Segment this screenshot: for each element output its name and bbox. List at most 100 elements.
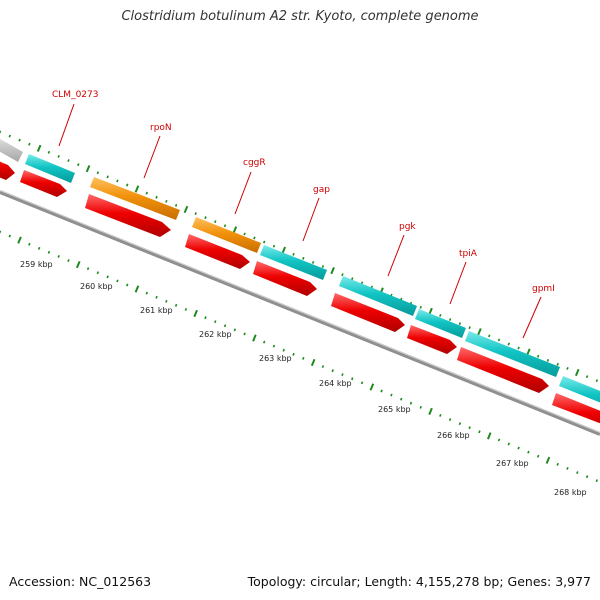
minor-tick bbox=[223, 224, 227, 228]
minor-tick bbox=[116, 279, 119, 283]
gene-label-rpon: rpoN bbox=[150, 123, 172, 133]
minor-tick bbox=[214, 320, 217, 324]
minor-tick bbox=[194, 212, 197, 216]
minor-tick bbox=[556, 462, 559, 466]
major-tick bbox=[545, 456, 551, 464]
scale-label: 260 kbp bbox=[80, 282, 113, 291]
gene-arrow-pgk bbox=[331, 293, 405, 332]
major-tick bbox=[486, 432, 492, 440]
minor-tick bbox=[145, 191, 149, 195]
gene-label-clm-0273: CLM_0273 bbox=[52, 90, 98, 100]
minor-tick bbox=[468, 326, 471, 330]
minor-tick bbox=[28, 242, 31, 246]
minor-tick bbox=[360, 381, 364, 385]
leader-gpmi bbox=[522, 296, 542, 339]
minor-tick bbox=[272, 344, 276, 348]
gene-arrow-gap bbox=[253, 261, 317, 296]
minor-tick bbox=[67, 259, 70, 263]
minor-tick bbox=[536, 354, 540, 358]
gene-label-gpmi: gpmI bbox=[532, 284, 555, 294]
minor-tick bbox=[527, 450, 530, 454]
minor-tick bbox=[478, 430, 481, 434]
minor-tick bbox=[272, 244, 276, 248]
minor-tick bbox=[566, 366, 569, 370]
scale-label: 261 kbp bbox=[140, 306, 173, 315]
minor-tick bbox=[292, 252, 295, 256]
major-tick bbox=[85, 165, 91, 173]
major-tick bbox=[193, 309, 198, 318]
minor-tick bbox=[419, 305, 422, 309]
minor-tick bbox=[18, 138, 21, 142]
minor-tick bbox=[311, 260, 315, 264]
cds-feature bbox=[559, 376, 600, 403]
major-tick bbox=[17, 236, 22, 244]
scale-label: 262 kbp bbox=[199, 330, 232, 339]
minor-tick bbox=[106, 175, 109, 179]
cds-feature-clm-0273 bbox=[25, 154, 75, 183]
minor-tick bbox=[341, 373, 344, 377]
major-tick bbox=[36, 144, 42, 152]
leader-gap bbox=[302, 197, 320, 242]
major-tick bbox=[310, 358, 316, 367]
minor-tick bbox=[204, 316, 207, 320]
minor-tick bbox=[595, 479, 599, 483]
minor-tick bbox=[585, 375, 589, 379]
minor-tick bbox=[380, 389, 383, 393]
scale-label: 265 kbp bbox=[378, 405, 411, 414]
minor-tick bbox=[282, 348, 285, 352]
minor-tick bbox=[253, 236, 256, 240]
leader-tpia bbox=[449, 261, 467, 305]
major-tick bbox=[477, 328, 482, 336]
major-tick bbox=[134, 285, 140, 293]
minor-tick bbox=[96, 271, 100, 275]
gene-label-tpia: tpiA bbox=[459, 249, 478, 259]
minor-tick bbox=[390, 393, 393, 397]
major-tick bbox=[574, 368, 580, 377]
gene-label-leaders bbox=[58, 103, 542, 339]
scale-tick-track bbox=[0, 230, 599, 483]
minor-tick bbox=[145, 291, 149, 295]
gene-arrow bbox=[0, 161, 15, 180]
gene-arrow-clm-0273 bbox=[20, 170, 67, 197]
gene-label-gap: gap bbox=[313, 185, 330, 195]
genome-backbone bbox=[0, 190, 600, 436]
cds-feature-pgk bbox=[339, 276, 417, 316]
minor-tick bbox=[585, 475, 589, 479]
minor-tick bbox=[96, 171, 100, 175]
minor-tick bbox=[37, 246, 41, 250]
major-tick bbox=[428, 407, 433, 415]
minor-tick bbox=[497, 438, 501, 442]
minor-tick bbox=[204, 216, 207, 220]
major-tick bbox=[369, 383, 375, 391]
minor-tick bbox=[468, 426, 471, 430]
gene-arrow-rpon bbox=[85, 194, 171, 237]
cds-feature-rpon bbox=[90, 177, 180, 220]
minor-tick bbox=[262, 340, 266, 344]
minor-tick bbox=[214, 220, 217, 224]
minor-tick bbox=[165, 199, 168, 203]
minor-tick bbox=[174, 203, 178, 207]
accession-text: Accession: NC_012563 bbox=[9, 574, 152, 589]
minor-tick bbox=[47, 250, 51, 254]
leader-rpon bbox=[143, 135, 161, 179]
minor-tick bbox=[292, 352, 295, 356]
minor-tick bbox=[517, 346, 520, 350]
minor-tick bbox=[566, 466, 569, 470]
leader-clm-0273 bbox=[58, 103, 75, 147]
major-tick bbox=[252, 334, 257, 342]
minor-tick bbox=[419, 405, 422, 409]
cds-track bbox=[0, 138, 600, 403]
genome-backbone-shade bbox=[0, 190, 600, 433]
minor-tick bbox=[409, 401, 413, 405]
cds-feature-gpmi bbox=[465, 331, 560, 377]
cds-feature-gap bbox=[260, 245, 327, 280]
minor-tick bbox=[262, 240, 266, 244]
minor-tick bbox=[28, 142, 31, 146]
minor-tick bbox=[57, 254, 60, 258]
minor-tick bbox=[321, 365, 325, 369]
minor-tick bbox=[341, 273, 344, 277]
scale-label: 264 kbp bbox=[319, 379, 352, 388]
leader-cggr bbox=[234, 171, 252, 215]
minor-tick bbox=[125, 283, 129, 287]
